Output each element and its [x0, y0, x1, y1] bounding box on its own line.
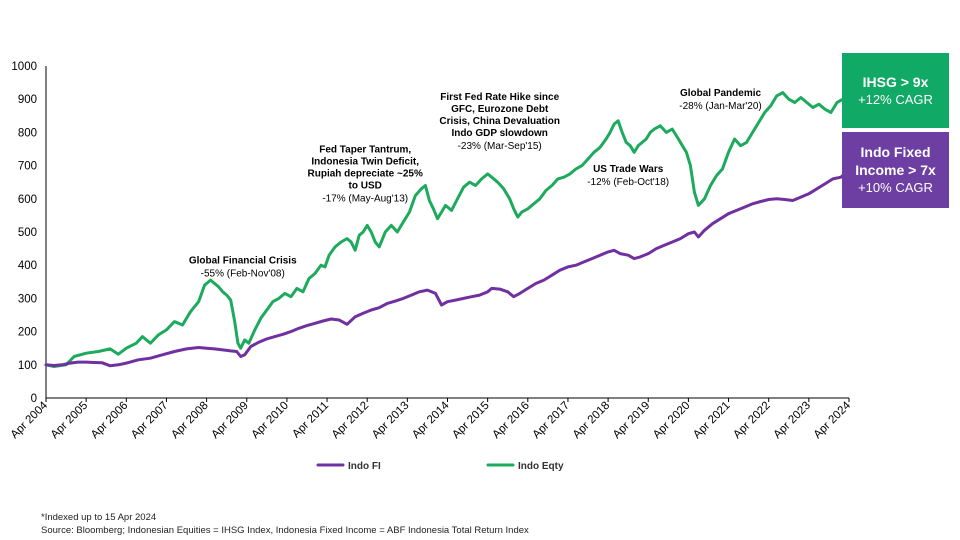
y-tick-label: 400 [18, 260, 37, 272]
annotation-trade-drawdown: -12% (Feb-Oct'18) [587, 177, 669, 188]
annotation-gfc-title: Global Financial Crisis [189, 256, 297, 267]
x-tick-label: Apr 2023 [771, 400, 812, 441]
x-tick-label: Apr 2004 [9, 399, 51, 441]
annotation-trade-title: US Trade Wars [593, 164, 664, 175]
footnote-indexed: *Indexed up to 15 Apr 2024 [41, 512, 157, 523]
fixed-income-callout-box: Indo Fixed Income > 7x +10% CAGR [842, 132, 949, 208]
annotation-pandemic-drawdown: -28% (Jan-Mar'20) [679, 101, 762, 112]
annotation-pandemic-title: Global Pandemic [680, 88, 762, 99]
x-tick-label: Apr 2016 [490, 400, 531, 441]
annotation-hike-title: Crisis, China Devaluation [439, 116, 560, 127]
annotation-gfc-drawdown: -55% (Feb-Nov'08) [201, 269, 285, 280]
x-tick-label: Apr 2021 [691, 400, 732, 441]
annotation-hike-title: Indo GDP slowdown [451, 128, 547, 139]
x-tick-label: Apr 2008 [169, 400, 210, 441]
x-tick-label: Apr 2024 [812, 399, 854, 441]
y-axis: 0 100 200 300 400 500 600 700 800 900 1000 [11, 61, 47, 405]
series-line-indo-eqty [44, 87, 851, 368]
x-tick-label: Apr 2009 [209, 400, 250, 441]
y-tick-label: 600 [18, 194, 37, 206]
annotation-hike-title: GFC, Eurozone Debt [451, 104, 549, 115]
annotation-taper-title: to USD [349, 180, 382, 191]
annotation-taper-title: Indonesia Twin Deficit, [311, 156, 419, 167]
y-tick-label: 1000 [11, 61, 37, 73]
annotations: Global Financial Crisis -55% (Feb-Nov'08)… [189, 88, 762, 280]
x-tick-label: Apr 2018 [571, 400, 612, 441]
series-line-indo-fi [44, 167, 851, 368]
annotation-hike-drawdown: -23% (Mar-Sep'15) [458, 141, 542, 152]
x-tick-label: Apr 2005 [49, 400, 90, 441]
ihsg-callout-box: IHSG > 9x +12% CAGR [842, 53, 949, 128]
annotation-taper-title: Rupiah depreciate ~25% [308, 168, 423, 179]
legend-label-indo-eqty: Indo Eqty [518, 461, 564, 472]
annotation-taper-drawdown: -17% (May-Aug'13) [322, 193, 408, 204]
legend-label-indo-fi: Indo FI [348, 461, 381, 472]
y-tick-label: 700 [18, 161, 37, 173]
x-tick-label: Apr 2014 [410, 399, 452, 441]
x-tick-label: Apr 2006 [89, 400, 130, 441]
y-tick-label: 500 [18, 227, 37, 239]
y-tick-label: 800 [18, 127, 37, 139]
ihsg-callout-title: IHSG > 9x [862, 73, 929, 90]
y-tick-label: 0 [31, 393, 37, 405]
ihsg-callout-cagr: +12% CAGR [858, 91, 933, 107]
x-tick-label: Apr 2007 [129, 400, 170, 441]
x-tick-label: Apr 2010 [250, 400, 291, 441]
x-tick-label: Apr 2013 [370, 400, 411, 441]
x-tick-label: Apr 2011 [290, 400, 331, 441]
fi-callout-cagr: +10% CAGR [858, 180, 933, 195]
annotation-hike-title: First Fed Rate Hike since [440, 92, 559, 103]
x-tick-label: Apr 2012 [330, 400, 371, 441]
x-tick-label: Apr 2020 [651, 400, 692, 441]
y-tick-label: 900 [18, 94, 37, 106]
fi-callout-title-line2: Income > 7x [855, 162, 936, 178]
series [44, 87, 851, 368]
x-tick-label: Apr 2017 [531, 400, 572, 441]
y-tick-label: 300 [18, 293, 37, 305]
fi-callout-title-line1: Indo Fixed [860, 144, 931, 160]
annotation-taper-title: Fed Taper Tantrum, [319, 144, 411, 155]
x-tick-label: Apr 2019 [611, 400, 652, 441]
y-tick-label: 100 [18, 360, 37, 372]
footnote-source: Source: Bloomberg; Indonesian Equities =… [41, 525, 529, 536]
x-tick-label: Apr 2022 [731, 400, 772, 441]
x-tick-label: Apr 2015 [450, 400, 491, 441]
y-tick-label: 200 [18, 327, 37, 339]
legend: Indo FI Indo Eqty [316, 461, 564, 472]
